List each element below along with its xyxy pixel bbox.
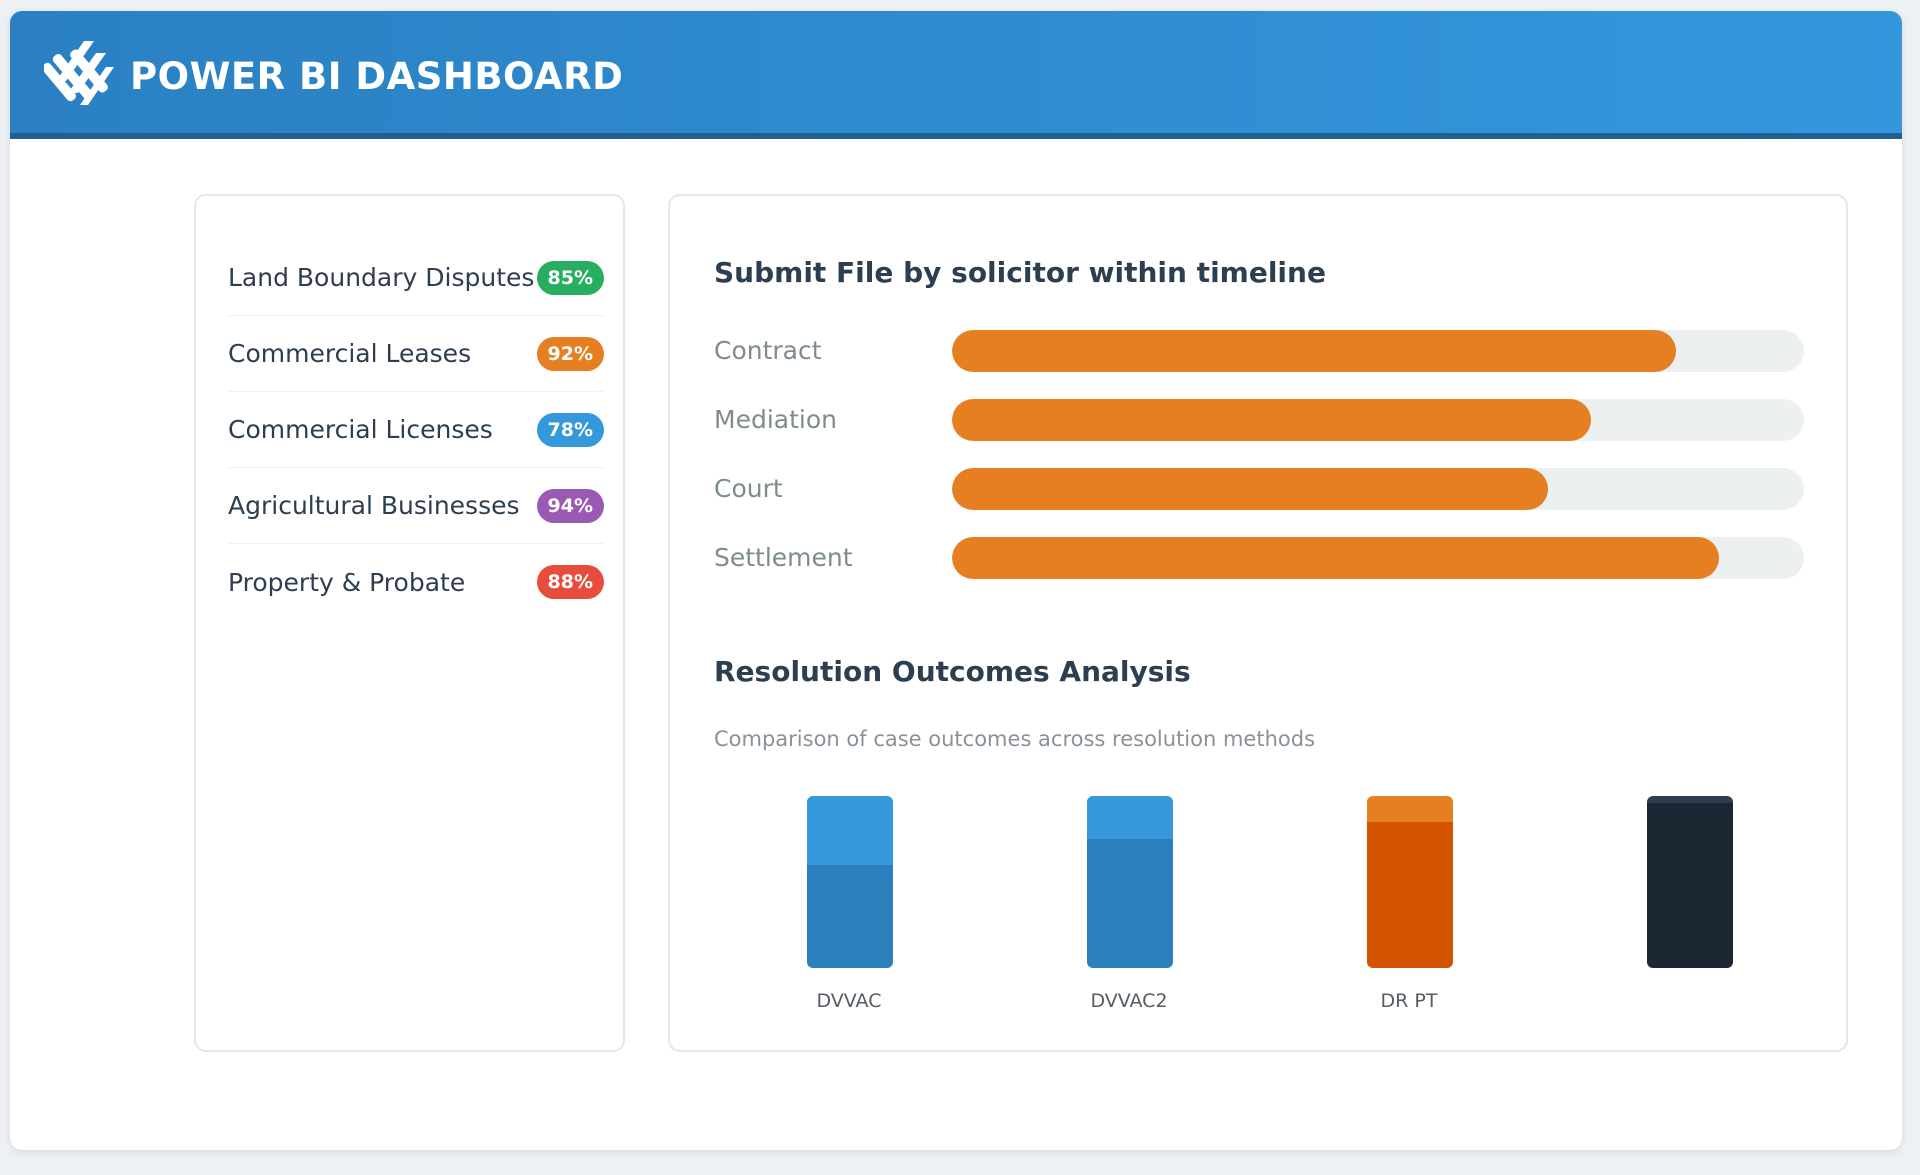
category-item[interactable]: Commercial Leases 92%: [228, 316, 604, 392]
timeline-row: Settlement: [714, 523, 1804, 592]
timeline-progress-track: [952, 329, 1804, 372]
stripes-logo-icon: [44, 41, 114, 105]
category-percent-badge: 94%: [536, 488, 604, 523]
timeline-label: Settlement: [714, 543, 853, 572]
timeline-progress-fill: [952, 329, 1677, 372]
outcomes-bar-chart: DVVAC DVVAC2 DR PT: [670, 796, 1846, 1036]
timeline-row: Contract: [714, 316, 1804, 385]
category-panel: Land Boundary Disputes 85% Commercial Leas…: [194, 194, 625, 1052]
category-percent-badge: 88%: [536, 565, 604, 599]
timeline-progress-track: [952, 467, 1804, 510]
timeline-progress-track: [952, 398, 1804, 441]
outcome-bar-top-segment: [1087, 796, 1173, 839]
dashboard-title: POWER BI DASHBOARD: [130, 55, 624, 98]
category-percent-badge: 92%: [536, 336, 604, 371]
timeline-label: Contract: [714, 336, 822, 365]
outcome-bar-bottom-segment: [1367, 822, 1453, 968]
category-item[interactable]: Land Boundary Disputes 85%: [228, 240, 604, 316]
outcome-bar-bottom-segment: [807, 865, 893, 968]
timeline-row: Court: [714, 454, 1804, 523]
dashboard-header: POWER BI DASHBOARD: [10, 11, 1902, 139]
outcomes-title: Resolution Outcomes Analysis: [714, 655, 1191, 688]
outcome-bar[interactable]: [1367, 796, 1453, 968]
timeline-label: Court: [714, 474, 783, 503]
category-label: Commercial Leases: [228, 339, 472, 368]
category-item[interactable]: Property & Probate 88%: [228, 544, 604, 620]
timeline-progress-fill: [952, 536, 1719, 579]
category-label: Agricultural Businesses: [228, 491, 520, 520]
analytics-panel: Submit File by solicitor within timeline…: [668, 194, 1848, 1052]
outcome-bar-label: DVVAC: [816, 990, 882, 1012]
category-label: Land Boundary Disputes: [228, 263, 535, 292]
category-percent-badge: 78%: [536, 412, 604, 447]
outcome-bar-bottom-segment: [1647, 803, 1733, 968]
timeline-progress-fill: [952, 398, 1591, 441]
timeline-label: Mediation: [714, 405, 837, 434]
outcome-bar-top-segment: [1647, 796, 1733, 803]
timeline-progress-list: Contract Mediation Court Settlement: [714, 316, 1804, 592]
timeline-title: Submit File by solicitor within timeline: [714, 256, 1326, 289]
outcome-bar[interactable]: [807, 796, 893, 968]
outcome-bar[interactable]: [1087, 796, 1173, 968]
outcome-bar-bottom-segment: [1087, 839, 1173, 968]
category-label: Commercial Licenses: [228, 415, 493, 444]
outcomes-subtitle: Comparison of case outcomes across resol…: [714, 727, 1316, 751]
outcome-bar-label: DVVAC2: [1090, 990, 1168, 1012]
category-item[interactable]: Commercial Licenses 78%: [228, 392, 604, 468]
outcome-bar[interactable]: [1647, 796, 1733, 968]
timeline-row: Mediation: [714, 385, 1804, 454]
outcome-bar-label: DR PT: [1380, 990, 1438, 1012]
category-label: Property & Probate: [228, 567, 466, 597]
category-percent-badge: 85%: [536, 260, 604, 295]
outcome-bar-top-segment: [1367, 796, 1453, 822]
category-item[interactable]: Agricultural Businesses 94%: [228, 468, 604, 544]
timeline-progress-track: [952, 536, 1804, 579]
timeline-progress-fill: [952, 467, 1549, 510]
category-list: Land Boundary Disputes 85% Commercial Leas…: [228, 240, 604, 620]
dashboard-frame: POWER BI DASHBOARD Land Boundary Dispute…: [10, 11, 1902, 1150]
outcome-bar-top-segment: [807, 796, 893, 865]
